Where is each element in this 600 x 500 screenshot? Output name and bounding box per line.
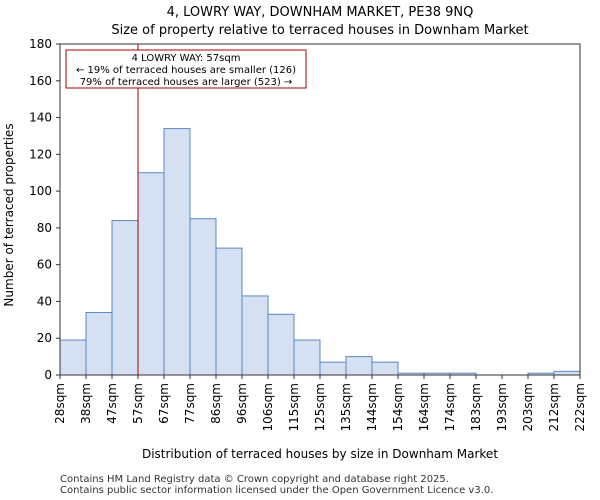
x-tick-label: 47sqm — [105, 383, 119, 424]
x-tick-label: 67sqm — [157, 383, 171, 424]
x-tick-label: 183sqm — [469, 383, 483, 431]
y-tick-label: 120 — [29, 147, 52, 161]
x-tick-label: 144sqm — [365, 383, 379, 431]
x-tick-label: 86sqm — [209, 383, 223, 424]
y-tick-label: 20 — [37, 331, 52, 345]
x-tick-label: 174sqm — [443, 383, 457, 431]
bar-115sqm — [293, 339, 321, 376]
x-tick-label: 135sqm — [339, 383, 353, 431]
x-axis-ticks: 28sqm 38sqm 47sqm 57sqm 67sqm 77sqm 86sqm 96sqm… — [53, 375, 587, 431]
y-axis-ticks: 0 20 40 60 80 100 120 140 160 180 — [29, 37, 60, 382]
y-tick-label: 40 — [37, 294, 52, 308]
x-tick-label: 154sqm — [391, 383, 405, 431]
x-tick-label: 203sqm — [521, 383, 535, 431]
x-tick-label: 96sqm — [235, 383, 249, 424]
bar-96sqm — [241, 295, 269, 376]
x-tick-label: 106sqm — [261, 383, 275, 431]
footer-line2: Contains public sector information licen… — [60, 485, 494, 496]
x-tick-label: 115sqm — [287, 383, 301, 431]
bar-67sqm — [163, 128, 191, 376]
y-tick-label: 100 — [29, 184, 52, 198]
bar-57sqm — [137, 172, 165, 376]
x-axis-label: Distribution of terraced houses by size … — [142, 447, 498, 461]
y-tick-label: 160 — [29, 74, 52, 88]
y-tick-label: 80 — [37, 221, 52, 235]
x-tick-label: 28sqm — [53, 383, 67, 424]
y-axis-label: Number of terraced properties — [2, 123, 16, 306]
x-tick-label: 212sqm — [547, 383, 561, 431]
bar-28sqm — [59, 339, 87, 376]
annotation-line1: 4 LOWRY WAY: 57sqm — [132, 53, 241, 64]
bar-77sqm — [189, 218, 217, 376]
x-tick-label: 125sqm — [313, 383, 327, 431]
x-tick-label: 38sqm — [79, 383, 93, 424]
annotation-line3: 79% of terraced houses are larger (523) … — [80, 77, 293, 88]
bar-125sqm — [319, 361, 347, 376]
chart-title-line1: 4, LOWRY WAY, DOWNHAM MARKET, PE38 9NQ — [167, 5, 474, 20]
y-tick-label: 140 — [29, 111, 52, 125]
plot-frame — [59, 43, 581, 376]
bar-47sqm — [111, 220, 139, 376]
y-tick-label: 60 — [37, 258, 52, 272]
bar-212sqm — [553, 370, 581, 376]
bar-86sqm — [215, 247, 243, 376]
y-tick-label: 180 — [29, 37, 52, 51]
chart-title-line2: Size of property relative to terraced ho… — [111, 23, 528, 38]
bar-106sqm — [267, 313, 295, 376]
bar-144sqm — [371, 361, 399, 376]
x-tick-label: 77sqm — [183, 383, 197, 424]
x-tick-label: 164sqm — [417, 383, 431, 431]
x-tick-label: 193sqm — [495, 383, 509, 431]
bar-135sqm — [345, 356, 373, 376]
annotation-box — [65, 49, 307, 89]
bar-38sqm — [85, 311, 113, 376]
footer-line1: Contains HM Land Registry data © Crown c… — [60, 474, 449, 485]
x-tick-label: 222sqm — [573, 383, 587, 431]
annotation-line2: ← 19% of terraced houses are smaller (12… — [76, 65, 296, 76]
x-tick-label: 57sqm — [131, 383, 145, 424]
y-tick-label: 0 — [44, 368, 52, 382]
